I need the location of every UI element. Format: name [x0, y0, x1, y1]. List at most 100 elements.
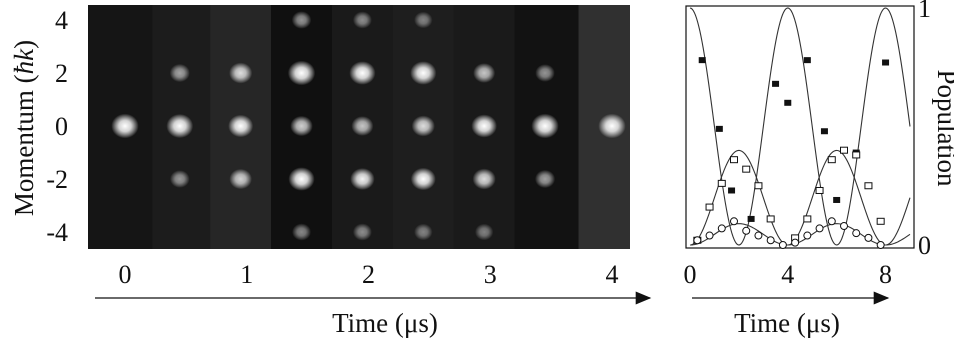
- diffraction-spot: [350, 168, 375, 190]
- diffraction-spot: [598, 113, 626, 139]
- diffraction-spot: [287, 60, 316, 86]
- diffraction-spot: [535, 64, 555, 82]
- filled-square-marker: [698, 57, 706, 64]
- plot-frame: [685, 5, 915, 249]
- open-circle-marker: [717, 224, 726, 233]
- diffraction-spots: [111, 11, 626, 241]
- diffraction-spot: [352, 11, 372, 29]
- filled-square-marker: [747, 215, 755, 222]
- open-circle-marker: [778, 241, 787, 249]
- population-axis-label: Population: [932, 69, 954, 187]
- open-circle-marker: [693, 236, 702, 245]
- open-circle-marker: [742, 226, 751, 235]
- time-tick-label: 3: [484, 260, 497, 289]
- diffraction-spot: [166, 113, 194, 139]
- plot-time-axis-label: Time (μs): [734, 308, 840, 338]
- diffraction-spot: [229, 62, 253, 84]
- open-circle-marker: [791, 238, 800, 247]
- open-circle-marker: [827, 217, 836, 226]
- diffraction-spot: [288, 167, 315, 191]
- filled-square-marker: [882, 59, 890, 66]
- filled-square-marker: [833, 196, 841, 203]
- momentum-tick-label: 2: [55, 59, 68, 88]
- time-tick-label: 1: [240, 260, 253, 289]
- momentum-tick-label: 0: [55, 112, 68, 141]
- filled-square-marker: [772, 80, 780, 87]
- diffraction-spot: [414, 223, 433, 241]
- time-axis-label: Time (μs): [332, 308, 438, 338]
- diffraction-spot: [471, 114, 497, 138]
- momentum-image-panel: 4 2 0 -2 -4 0 1 2 3 4 Momentum (ħk) Time (μs): [9, 5, 652, 338]
- data-points: [693, 57, 890, 249]
- open-square-marker: [705, 203, 714, 211]
- open-square-marker: [742, 165, 751, 173]
- plot-time-tick-label: 4: [781, 260, 794, 289]
- plot-time-tick-label: 0: [684, 260, 697, 289]
- diffraction-spot: [473, 63, 496, 83]
- diffraction-spot: [351, 116, 374, 136]
- diffraction-spot: [292, 223, 312, 241]
- open-circle-marker: [730, 217, 738, 226]
- open-circle-marker: [840, 222, 848, 231]
- open-square-marker: [766, 215, 775, 223]
- diffraction-spot: [111, 113, 139, 139]
- filled-square-marker: [715, 125, 723, 132]
- fit-curves: [689, 7, 911, 246]
- diffraction-spot: [291, 11, 312, 29]
- diffraction-spot: [474, 223, 494, 241]
- momentum-ticks: 4 2 0 -2 -4: [46, 6, 68, 247]
- plot-time-ticks: 0 4 8: [684, 260, 893, 289]
- plot-time-tick-label: 8: [879, 260, 892, 289]
- open-circle-marker: [754, 231, 763, 240]
- open-square-marker: [876, 217, 885, 225]
- open-square-marker: [840, 146, 848, 154]
- momentum-tick-label: 4: [55, 6, 68, 35]
- open-square-marker: [864, 182, 873, 190]
- open-circle-marker: [803, 231, 812, 240]
- momentum-tick-label: -4: [46, 218, 68, 247]
- diffraction-spot: [410, 61, 437, 85]
- fit-curve: [689, 149, 911, 246]
- diffraction-spot: [290, 115, 313, 137]
- population-ticks: 01: [918, 0, 931, 260]
- filled-square-marker: [820, 128, 828, 135]
- momentum-axis-label: Momentum (ħk): [9, 40, 39, 216]
- fit-curve: [689, 7, 911, 246]
- diffraction-spot: [411, 115, 435, 137]
- diffraction-spot: [349, 61, 376, 85]
- time-tick-label: 2: [362, 260, 375, 289]
- open-square-marker: [815, 186, 824, 194]
- population-tick-label: 1: [918, 0, 931, 23]
- filled-square-marker: [728, 187, 736, 194]
- diffraction-spot: [169, 170, 190, 188]
- diffraction-spot: [472, 168, 496, 190]
- diffraction-spot: [534, 169, 556, 189]
- open-square-marker: [730, 156, 738, 164]
- momentum-tick-label: -2: [46, 165, 68, 194]
- diffraction-spot: [410, 167, 436, 191]
- open-circle-marker: [876, 241, 885, 249]
- open-circle-marker: [815, 224, 824, 233]
- open-square-marker: [827, 156, 836, 164]
- open-square-marker: [754, 182, 763, 190]
- open-circle-marker: [852, 229, 861, 238]
- open-square-marker: [803, 215, 812, 223]
- fit-curve: [689, 223, 911, 246]
- time-tick-label: 4: [606, 260, 619, 289]
- open-square-marker: [717, 179, 726, 187]
- open-circle-marker: [766, 236, 775, 245]
- open-square-marker: [852, 151, 861, 159]
- time-tick-label: 0: [119, 260, 132, 289]
- population-tick-label: 0: [918, 231, 931, 260]
- diffraction-spot: [229, 168, 252, 190]
- diffraction-spot: [352, 223, 372, 241]
- open-circle-marker: [705, 231, 714, 240]
- filled-square-marker: [803, 57, 811, 64]
- diffraction-spot: [228, 114, 254, 138]
- time-ticks: 0 1 2 3 4: [119, 260, 619, 289]
- diffraction-spot: [414, 11, 433, 29]
- diffraction-spot: [169, 63, 190, 83]
- diffraction-spot: [531, 113, 559, 139]
